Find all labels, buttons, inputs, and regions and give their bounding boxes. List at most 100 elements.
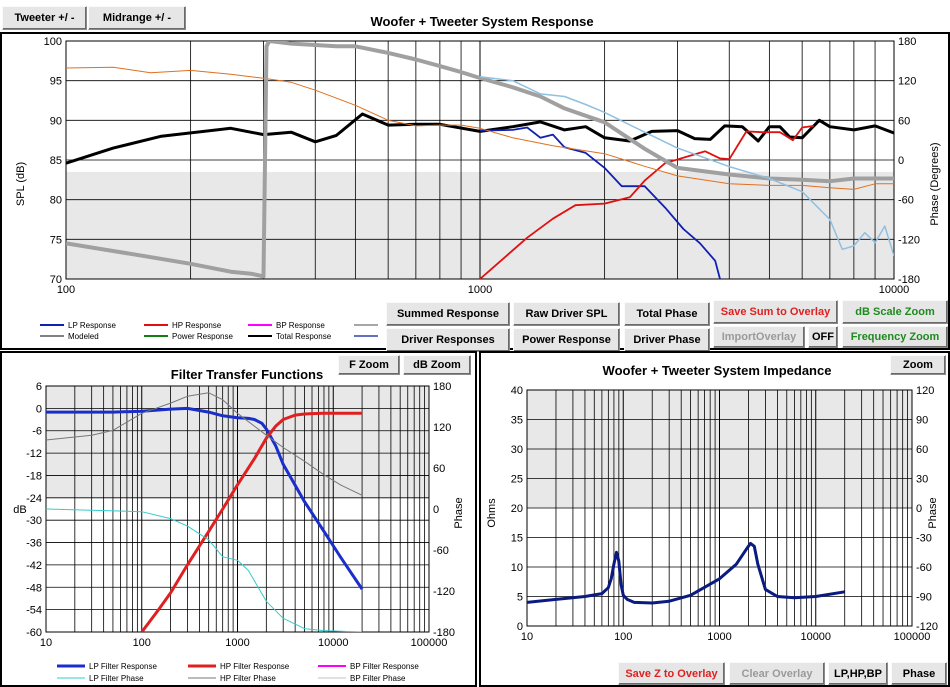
y2-tick-label: -180 <box>898 274 920 286</box>
legend-label: HP Filter Phase <box>220 674 276 683</box>
y2-tick-label: 0 <box>916 503 922 515</box>
y-tick-label: 25 <box>511 474 523 486</box>
y-tick-label: 15 <box>511 533 523 545</box>
legend-label: BP Filter Phase <box>350 674 406 683</box>
y2-tick-label: 60 <box>898 115 910 127</box>
series-line <box>66 112 894 165</box>
legend-label: Total Response <box>276 332 332 341</box>
y-tick-label: 35 <box>511 415 523 427</box>
y2-tick-label: 0 <box>898 155 904 167</box>
y-tick-label: -36 <box>26 538 42 550</box>
f-zoom-button[interactable]: F Zoom <box>338 355 400 375</box>
save-sum-overlay-button[interactable]: Save Sum to Overlay <box>713 300 838 324</box>
y2-tick-label: 120 <box>916 385 934 397</box>
series-line <box>46 392 363 496</box>
x-tick-label: 1000 <box>468 284 492 296</box>
y-tick-label: -24 <box>26 493 42 505</box>
y2-tick-label: 180 <box>898 36 916 48</box>
y-tick-label: 20 <box>511 503 523 515</box>
series-line <box>66 41 894 279</box>
x-tick-label: 10 <box>521 631 533 643</box>
y2-tick-label: 60 <box>916 444 928 456</box>
x-tick-label: 10000 <box>879 284 910 296</box>
y2-tick-label: -180 <box>433 627 455 639</box>
y-tick-label: -54 <box>26 605 42 617</box>
x-tick-label: 10000 <box>800 631 831 643</box>
y2-tick-label: -120 <box>898 234 920 246</box>
legend-label: HP Filter Response <box>220 662 290 671</box>
x-tick-label: 10 <box>40 637 52 649</box>
y2-tick-label: 120 <box>433 422 451 434</box>
db-scale-zoom-button[interactable]: dB Scale Zoom <box>842 300 948 324</box>
x-tick-label: 1000 <box>707 631 731 643</box>
y2-tick-label: -120 <box>916 621 938 633</box>
driver-phase-button[interactable]: Driver Phase <box>624 328 710 352</box>
legend-label: LP Response <box>68 321 116 330</box>
y2-tick-label: -60 <box>916 562 932 574</box>
series-line <box>140 411 363 632</box>
y-tick-label: 0 <box>36 403 42 415</box>
y2-axis-label: Phase <box>453 497 465 528</box>
frequency-zoom-button[interactable]: Frequency Zoom <box>842 326 948 348</box>
chart-title: Woofer + Tweeter System Impedance <box>603 363 832 378</box>
series-line <box>479 75 894 257</box>
plot-frame <box>526 389 913 627</box>
summed-response-button[interactable]: Summed Response <box>386 302 510 326</box>
series-line <box>527 541 845 605</box>
y2-tick-label: 60 <box>433 463 445 475</box>
y2-tick-label: -60 <box>898 195 914 207</box>
x-tick-label: 100 <box>57 284 75 296</box>
series-line <box>479 125 814 279</box>
y2-tick-label: 120 <box>898 76 916 88</box>
y-tick-label: 40 <box>511 385 523 397</box>
y-tick-label: 90 <box>50 115 62 127</box>
tweeter-button[interactable]: Tweeter +/ - <box>2 6 87 30</box>
impedance-phase-button[interactable]: Phase <box>891 662 947 685</box>
series-line <box>46 508 363 632</box>
filter-db-zoom-button[interactable]: dB Zoom <box>403 355 471 375</box>
driver-responses-button[interactable]: Driver Responses <box>386 328 510 352</box>
raw-driver-spl-button[interactable]: Raw Driver SPL <box>513 302 620 326</box>
legend-label: LP Filter Phase <box>89 674 144 683</box>
save-z-overlay-button[interactable]: Save Z to Overlay <box>618 662 725 685</box>
legend-label: Power Response <box>172 332 233 341</box>
y-tick-label: -42 <box>26 560 42 572</box>
total-phase-button[interactable]: Total Phase <box>624 302 710 326</box>
overlay-off-button[interactable]: OFF <box>808 326 838 348</box>
y-tick-label: 10 <box>511 562 523 574</box>
y2-axis-label: Phase (Degrees) <box>929 142 941 225</box>
y-axis-label: dB <box>13 504 26 516</box>
x-tick-label: 10000 <box>318 637 349 649</box>
series-line <box>66 66 894 190</box>
y-tick-label: 100 <box>44 36 62 48</box>
y-tick-label: 30 <box>511 444 523 456</box>
y-tick-label: -60 <box>26 627 42 639</box>
y-tick-label: 80 <box>50 195 62 207</box>
y-tick-label: -48 <box>26 582 42 594</box>
impedance-panel: 0 5 10 15 20 25 30 35 40 -120 -90 -60 -30 0 30 60 90 120 1… <box>479 351 950 687</box>
clear-overlay-button[interactable]: Clear Overlay <box>729 662 825 685</box>
y2-tick-label: -60 <box>433 545 449 557</box>
lp-hp-bp-button[interactable]: LP,HP,BP <box>828 662 888 685</box>
y2-tick-label: -90 <box>916 592 932 604</box>
filter-transfer-chart: 60-6-12-18-24-30-36-42-48-54-60180120600… <box>13 367 465 683</box>
y2-tick-label: -30 <box>916 533 932 545</box>
power-response-button[interactable]: Power Response <box>513 328 620 352</box>
y2-tick-label: 90 <box>916 415 928 427</box>
legend-label: LP Filter Response <box>89 662 157 671</box>
impedance-zoom-button[interactable]: Zoom <box>890 355 946 375</box>
y-tick-label: 5 <box>517 592 523 604</box>
y-tick-label: 85 <box>50 155 62 167</box>
y2-tick-label: 0 <box>433 504 439 516</box>
chart-title: Woofer + Tweeter System Response <box>370 14 593 29</box>
impedance-chart: 0 5 10 15 20 25 30 35 40 -120 -90 -60 -30 0 30 60 90 120 1… <box>486 363 939 643</box>
import-overlay-button[interactable]: ImportOverlay <box>713 326 805 348</box>
y-tick-label: -12 <box>26 448 42 460</box>
x-tick-label: 100 <box>614 631 632 643</box>
midrange-button[interactable]: Midrange +/ - <box>88 6 186 30</box>
y2-tick-label: 30 <box>916 474 928 486</box>
y-tick-label: -30 <box>26 515 42 527</box>
system-response-panel: 70 75 80 85 90 95 100 -180 -120 -60 0 60 120 180 100 10… <box>0 14 950 350</box>
series-line <box>479 126 721 279</box>
y-tick-label: 75 <box>50 234 62 246</box>
